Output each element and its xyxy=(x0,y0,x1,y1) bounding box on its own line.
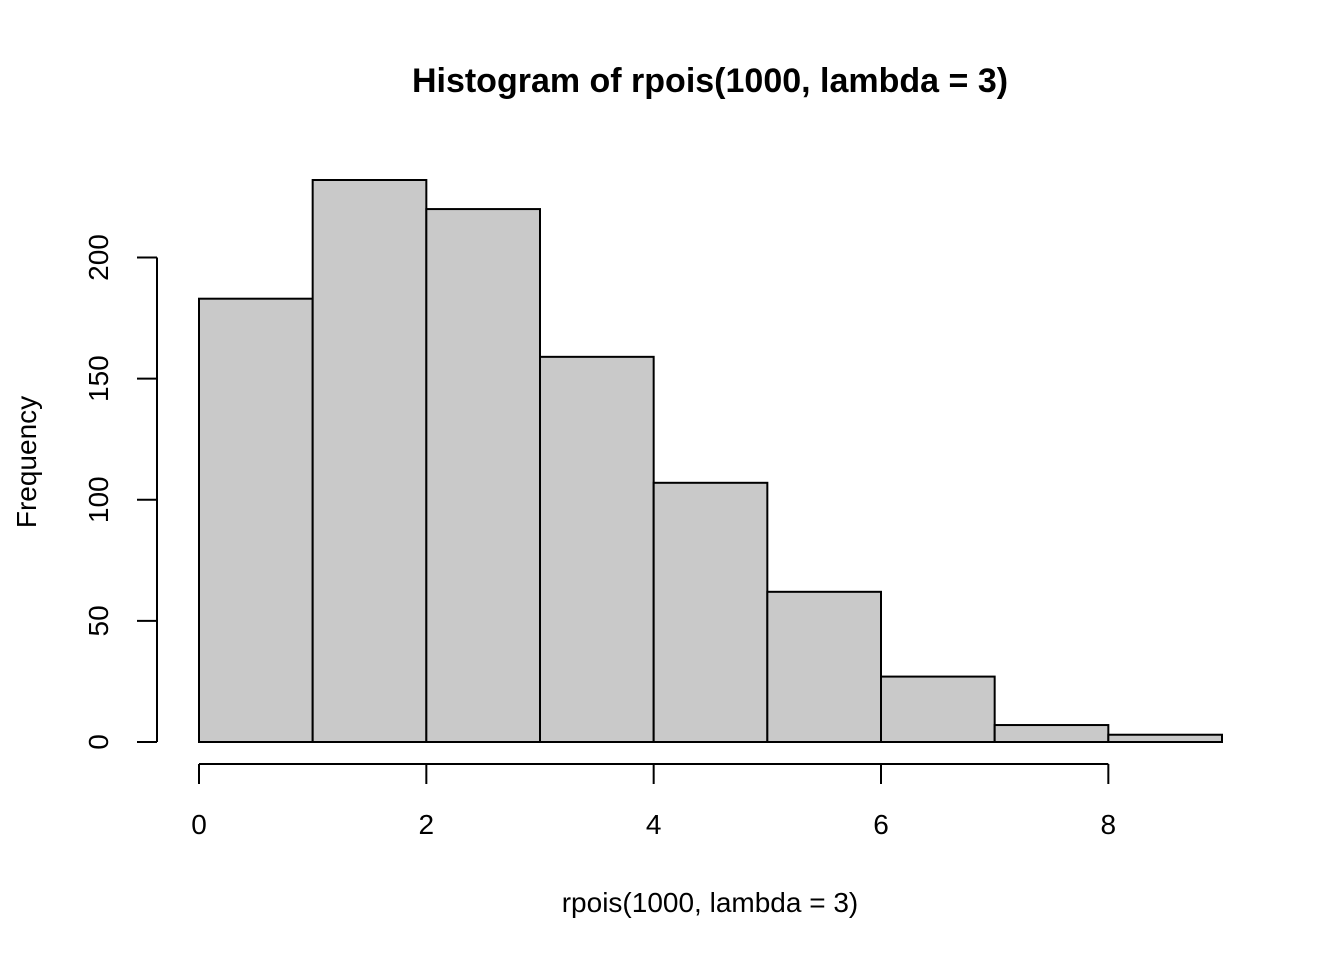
y-tick-label: 100 xyxy=(83,476,114,523)
x-tick-label: 4 xyxy=(646,809,662,840)
histogram-bar xyxy=(425,208,542,743)
y-tick-label: 50 xyxy=(83,605,114,636)
y-axis-label: Frequency xyxy=(11,396,42,528)
x-axis-label: rpois(1000, lambda = 3) xyxy=(562,887,859,918)
x-tick-label: 2 xyxy=(419,809,435,840)
x-axis: 0 2 4 6 8 xyxy=(191,763,1117,840)
chart-title: Histogram of rpois(1000, lambda = 3) xyxy=(412,62,1008,100)
y-tick-label: 200 xyxy=(83,234,114,281)
x-tick-label: 8 xyxy=(1101,809,1117,840)
histogram-bar xyxy=(880,675,996,744)
y-tick-label: 150 xyxy=(83,355,114,402)
histogram-bar xyxy=(652,481,769,743)
histogram-bar xyxy=(993,724,1110,743)
histogram-bar xyxy=(766,590,882,744)
x-tick-label: 6 xyxy=(873,809,889,840)
bars xyxy=(198,179,1224,744)
histogram-bar xyxy=(1107,733,1224,744)
histogram-bar xyxy=(198,297,314,743)
y-tick-label: 0 xyxy=(83,734,114,750)
histogram-bar xyxy=(311,179,428,743)
y-axis: 0 50 100 150 200 xyxy=(83,234,158,750)
histogram-bar xyxy=(539,355,655,743)
x-tick-label: 0 xyxy=(191,809,207,840)
